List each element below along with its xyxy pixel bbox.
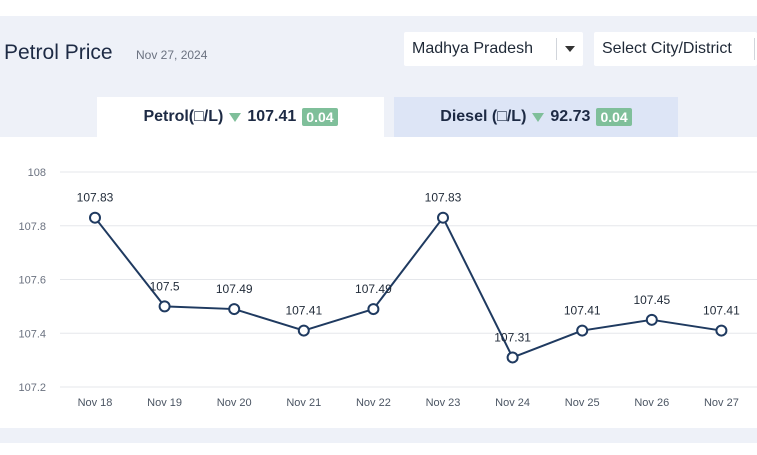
data-label: 107.45: [633, 293, 670, 307]
y-tick-label: 107.4: [18, 328, 46, 340]
x-tick-label: Nov 19: [147, 397, 182, 409]
x-tick-label: Nov 18: [78, 397, 113, 409]
page-title: Petrol Price: [4, 41, 113, 64]
data-point: [89, 211, 101, 224]
tab-diesel[interactable]: Diesel (□/L) 92.73 0.04: [394, 97, 678, 137]
x-tick-label: Nov 21: [286, 397, 321, 409]
data-label: 107.5: [150, 279, 180, 293]
data-point: [297, 324, 310, 337]
arrow-down-icon: [229, 112, 242, 122]
tab-petrol-price: 107.41: [247, 108, 297, 125]
data-point: [645, 313, 658, 326]
x-tick-label: Nov 23: [426, 397, 461, 409]
series-line: [94, 216, 722, 359]
data-point: [158, 300, 171, 313]
tab-diesel-price: 92.73: [550, 108, 591, 125]
data-label: 107.49: [216, 282, 253, 296]
x-tick-label: Nov 27: [704, 397, 739, 409]
select-divider: [556, 38, 557, 60]
data-label: 107.41: [703, 304, 740, 318]
y-tick-label: 107.8: [18, 221, 46, 233]
data-point: [367, 303, 380, 316]
state-select[interactable]: Madhya Pradesh: [404, 32, 583, 66]
data-label: 107.83: [425, 191, 462, 205]
price-date: Nov 27, 2024: [136, 48, 208, 62]
change-badge: 0.04: [302, 108, 338, 126]
data-point: [715, 324, 728, 337]
arrow-down-icon: [532, 112, 545, 122]
x-tick-label: Nov 20: [217, 397, 252, 409]
tab-petrol-label: Petrol(□/L): [143, 108, 224, 125]
chart-area: 107.2 107.4 107.6 107.8 108 Nov 18 Nov 19 Nov 2…: [0, 137, 757, 428]
y-tick-label: 107.2: [18, 382, 46, 394]
city-select-value: Select City/District: [602, 40, 732, 57]
data-point: [576, 324, 589, 337]
data-label: 107.41: [564, 304, 601, 318]
x-tick-label: Nov 25: [565, 397, 600, 409]
y-tick-label: 107.6: [18, 275, 46, 287]
data-point: [506, 351, 519, 364]
change-badge: 0.04: [596, 108, 632, 126]
x-tick-label: Nov 22: [356, 397, 391, 409]
data-label: 107.41: [285, 304, 322, 318]
tab-diesel-label: Diesel (□/L): [440, 108, 527, 125]
data-label: 107.49: [355, 282, 392, 296]
state-select-value: Madhya Pradesh: [412, 40, 533, 57]
data-point: [228, 303, 241, 316]
data-label: 107.31: [494, 330, 531, 344]
select-divider: [754, 38, 755, 60]
data-label: 107.83: [77, 191, 114, 205]
y-tick-label: 108: [28, 167, 46, 179]
x-tick-label: Nov 26: [634, 397, 669, 409]
price-line-chart: 107.2 107.4 107.6 107.8 108 Nov 18 Nov 19 Nov 2…: [18, 167, 757, 409]
caret-down-icon[interactable]: [565, 46, 575, 52]
tab-petrol[interactable]: Petrol(□/L) 107.41 0.04: [97, 97, 384, 137]
x-tick-label: Nov 24: [495, 397, 530, 409]
data-point: [437, 211, 449, 224]
city-select[interactable]: Select City/District: [594, 32, 757, 66]
